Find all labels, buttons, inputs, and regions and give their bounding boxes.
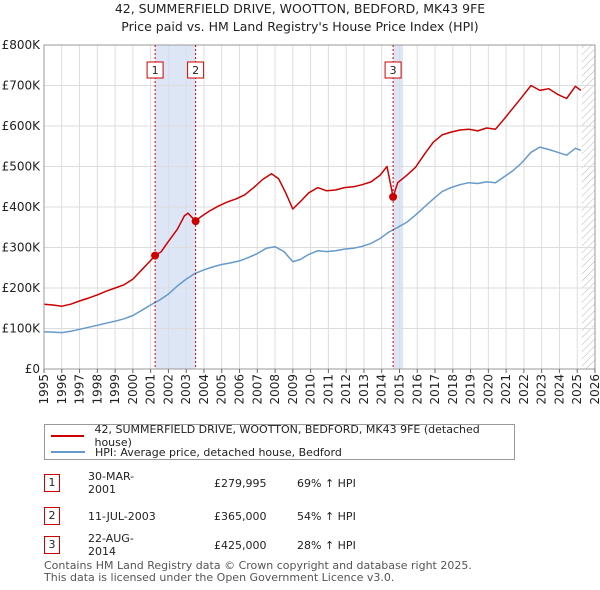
event-point (191, 217, 200, 226)
x-tick-label: 2026 (588, 374, 600, 405)
legend-label-hpi: HPI: Average price, detached house, Bedf… (95, 445, 342, 459)
transaction-price: £365,000 (214, 509, 267, 523)
transaction-price: £279,995 (214, 476, 267, 490)
legend-label-property: 42, SUMMERFIELD DRIVE, WOOTTON, BEDFORD,… (94, 423, 480, 449)
x-tick-label: 2022 (517, 374, 531, 405)
x-tick-label: 2006 (233, 374, 247, 405)
x-tick-label: 2005 (215, 374, 229, 405)
footer-copyright: Contains HM Land Registry data © Crown c… (44, 559, 472, 572)
x-tick-label: 2007 (250, 374, 264, 405)
transaction-number: 3 (44, 536, 60, 554)
y-tick-label: £800K (2, 38, 42, 52)
x-tick-label: 2008 (268, 374, 282, 405)
x-tick-label: 1999 (108, 374, 122, 405)
legend-line-property (51, 435, 85, 437)
transaction-row: 1 30-MAR-2001 £279,995 69% ↑ HPI (44, 470, 356, 496)
transaction-hpi: 28% ↑ HPI (297, 538, 356, 552)
event-label: 3 (390, 64, 397, 77)
transaction-number: 1 (44, 474, 60, 492)
legend: 42, SUMMERFIELD DRIVE, WOOTTON, BEDFORD,… (44, 423, 515, 460)
transaction-number: 2 (44, 507, 60, 525)
footer: Contains HM Land Registry data © Crown c… (44, 560, 472, 584)
transaction-date: 11-JUL-2003 (88, 509, 156, 523)
x-tick-label: 2003 (179, 374, 193, 405)
y-tick-label: £200K (2, 281, 42, 295)
x-tick-label: 2012 (339, 374, 353, 405)
x-tick-label: 1996 (55, 374, 69, 405)
x-tick-label: 2024 (552, 374, 566, 405)
x-tick-label: 2014 (375, 374, 389, 405)
legend-item-property: 42, SUMMERFIELD DRIVE, WOOTTON, BEDFORD,… (51, 423, 514, 449)
footer-license: This data is licensed under the Open Gov… (44, 571, 395, 584)
x-tick-label: 2018 (446, 374, 460, 405)
x-tick-label: 2009 (286, 374, 300, 405)
x-tick-label: 2016 (410, 374, 424, 405)
transaction-row: 2 11-JUL-2003 £365,000 54% ↑ HPI (44, 506, 356, 526)
x-tick-label: 2011 (321, 374, 335, 405)
y-tick-label: £100K (2, 322, 42, 336)
x-tick-label: 2000 (126, 374, 140, 405)
event-label-box (146, 61, 164, 79)
transaction-price: £425,000 (214, 538, 267, 552)
y-tick-label: £700K (2, 79, 42, 93)
x-tick-label: 2021 (499, 374, 513, 405)
price-chart: 42, SUMMERFIELD DRIVE, WOOTTON, BEDFORD,… (2, 1, 600, 405)
y-axis-ticks: £0 £100K £200K £300K £400K £500K £600K £700K £80… (2, 38, 42, 376)
event-label-box (384, 61, 402, 79)
x-tick-label: 2020 (481, 374, 495, 405)
series-lines (43, 84, 582, 334)
event-label: 2 (192, 64, 199, 77)
y-tick-label: £400K (2, 200, 42, 214)
event-markers: 1 2 3 (146, 45, 402, 369)
x-axis-ticks: 1995 1996 1997 1998 1999 2000 2001 2002 2003 2004… (37, 369, 600, 405)
grid (43, 44, 596, 370)
y-tick-label: £500K (2, 160, 42, 174)
y-tick-label: £0 (25, 362, 40, 376)
x-tick-label: 1997 (73, 374, 87, 405)
legend-line-hpi (51, 451, 85, 453)
transaction-row: 3 22-AUG-2014 £425,000 28% ↑ HPI (44, 532, 356, 558)
x-tick-label: 2013 (357, 374, 371, 405)
x-tick-label: 2001 (144, 374, 158, 405)
event-label: 1 (152, 64, 159, 77)
event-label-box (187, 61, 205, 79)
x-tick-label: 2017 (428, 374, 442, 405)
x-tick-label: 2002 (161, 374, 175, 405)
x-tick-label: 1998 (90, 374, 104, 405)
x-tick-label: 1995 (37, 374, 51, 405)
x-tick-label: 2004 (197, 374, 211, 405)
x-tick-label: 2025 (570, 374, 584, 405)
x-tick-label: 2023 (535, 374, 549, 405)
x-tick-label: 2015 (392, 374, 406, 405)
event-point (151, 251, 160, 260)
hpi-line (43, 146, 582, 334)
transaction-hpi: 69% ↑ HPI (297, 476, 356, 490)
x-tick-label: 2010 (304, 374, 318, 405)
event-point (389, 192, 398, 201)
x-tick-label: 2019 (464, 374, 478, 405)
y-tick-label: £600K (2, 119, 42, 133)
transaction-date: 22-AUG-2014 (88, 532, 134, 558)
chart-title-line2: Price paid vs. HM Land Registry's House … (121, 19, 478, 34)
chart-title-line1: 42, SUMMERFIELD DRIVE, WOOTTON, BEDFORD,… (115, 1, 485, 16)
plot-frame (43, 44, 596, 370)
transaction-date: 30-MAR-2001 (88, 470, 135, 496)
property-price-line (43, 84, 582, 307)
transaction-hpi: 54% ↑ HPI (297, 509, 356, 523)
legend-item-hpi: HPI: Average price, detached house, Bedf… (51, 444, 342, 460)
y-tick-label: £300K (2, 241, 42, 255)
